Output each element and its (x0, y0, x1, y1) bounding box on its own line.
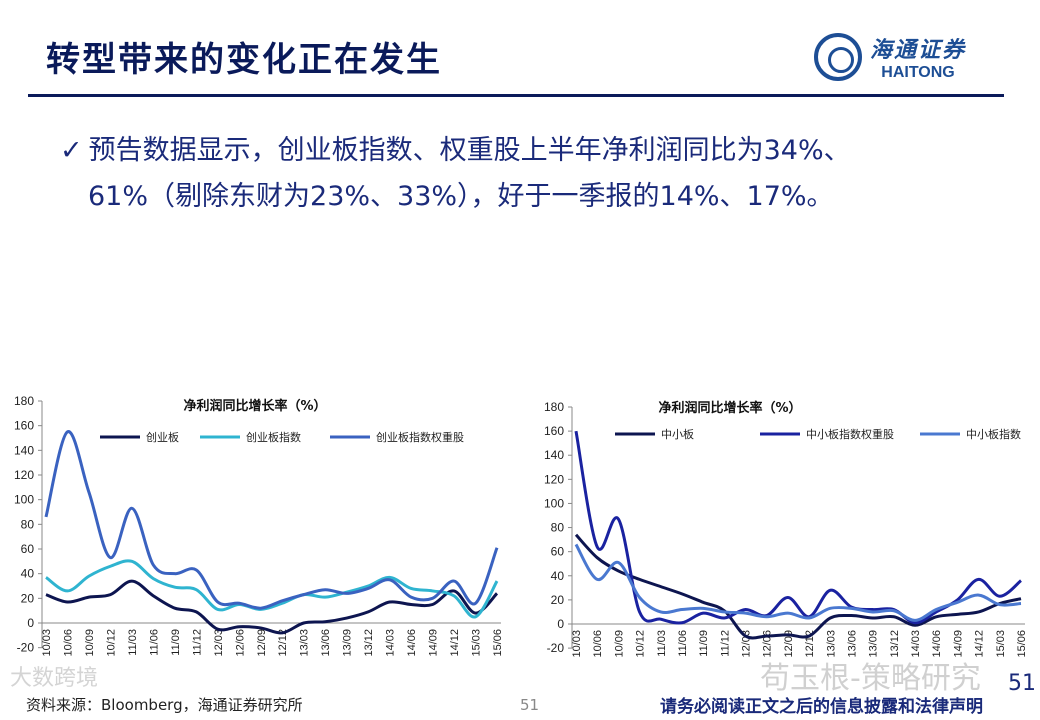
x-tick-label: 10/12 (105, 629, 117, 657)
x-tick-label: 13/12 (363, 629, 375, 657)
haitong-logo: 海通证券 HAITONG (814, 32, 966, 82)
y-tick-label: 0 (27, 616, 34, 630)
legend-label-2: 创业板指数权重股 (376, 430, 464, 444)
y-tick-label: 180 (544, 400, 564, 414)
series-line-0 (574, 533, 1022, 640)
legend-label-0: 中小板 (661, 427, 694, 441)
chart-title: 净利润同比增长率（%） (183, 398, 326, 414)
y-tick-label: 20 (21, 591, 35, 605)
x-tick-label: 10/03 (41, 629, 53, 657)
x-tick-label: 13/03 (825, 630, 837, 658)
x-tick-label: 10/12 (635, 630, 647, 658)
x-tick-label: 13/03 (299, 629, 311, 657)
series-line-1 (45, 559, 499, 619)
bullet-line-1: 预告数据显示，创业板指数、权重股上半年净利润同比为34%、 (88, 135, 851, 166)
series-line-2 (44, 430, 499, 610)
y-tick-label: 80 (21, 517, 35, 531)
y-tick-label: 60 (551, 545, 565, 559)
chart-title: 净利润同比增长率（%） (658, 400, 801, 416)
x-tick-label: 14/03 (910, 630, 922, 658)
page-number-2: 51 (1008, 671, 1036, 696)
y-tick-label: 140 (544, 448, 564, 462)
bullet-line-2: 61%（剔除东财为23%、33%），好于一季报的14%、17%。 (88, 181, 834, 212)
y-tick-label: 160 (14, 419, 34, 433)
x-tick-label: 15/03 (995, 630, 1007, 658)
x-tick-label: 11/06 (148, 629, 160, 656)
x-tick-label: 10/09 (84, 629, 96, 657)
logo-en: HAITONG (881, 64, 955, 81)
x-tick-label: 11/03 (127, 629, 139, 656)
x-tick-label: 13/09 (868, 630, 880, 658)
y-tick-label: 0 (557, 617, 564, 631)
check-icon: ✓ (60, 135, 83, 166)
x-tick-label: 13/09 (342, 629, 354, 657)
x-tick-label: 12/03 (213, 629, 225, 657)
y-tick-label: 100 (14, 493, 34, 507)
y-tick-label: -20 (17, 641, 35, 655)
x-tick-label: 14/06 (931, 630, 943, 658)
chart-chinext: -20 0 20 40 60 80 100 120 140 160 180 10/03 10/06 10/… (14, 394, 504, 657)
logo-cn: 海通证券 (870, 38, 967, 63)
watermark: 苟玉根-策略研究 (760, 661, 981, 696)
x-tick-label: 10/06 (592, 630, 604, 658)
y-tick-label: 40 (551, 569, 565, 583)
x-tick-label: 15/06 (492, 629, 504, 657)
y-tick-label: 160 (544, 424, 564, 438)
x-tick-label: 11/03 (656, 630, 668, 657)
x-tick-label: 11/09 (170, 629, 182, 656)
page-number: 51 (520, 696, 540, 714)
legend-label-0: 创业板 (146, 430, 179, 444)
page-title: 转型带来的变化正在发生 (46, 40, 442, 80)
x-tick-label: 12/09 (256, 629, 268, 657)
x-tick-label: 15/03 (471, 629, 483, 657)
x-tick-label: 12/09 (783, 630, 795, 658)
y-tick-label: 60 (21, 542, 35, 556)
source-note: 资料来源：Bloomberg，海通证券研究所 (26, 696, 303, 714)
x-tick-label: 11/12 (191, 629, 203, 656)
x-tick-label: 12/12 (277, 629, 289, 657)
y-tick-label: 120 (544, 472, 564, 486)
chart-sme: -20 0 20 40 60 80 100 120 140 160 180 10/03 10/06 10/… (544, 400, 1028, 658)
series-line-2 (574, 543, 1022, 622)
y-tick-label: -20 (547, 641, 565, 655)
haitong-logo-icon (814, 33, 862, 81)
series-line-1 (574, 430, 1022, 625)
title-divider (28, 94, 1004, 97)
x-tick-label: 13/06 (846, 630, 858, 658)
x-tick-label: 11/12 (719, 630, 731, 657)
bullet-text: ✓ 预告数据显示，创业板指数、权重股上半年净利润同比为34%、 61%（剔除东财为2… (60, 128, 1000, 220)
y-tick-label: 40 (21, 567, 35, 581)
x-tick-label: 14/09 (428, 629, 440, 657)
legend-label-1: 创业板指数 (246, 430, 301, 444)
legend-label-1: 中小板指数权重股 (806, 427, 894, 441)
x-tick-label: 11/06 (677, 630, 689, 657)
x-tick-label: 14/06 (406, 629, 418, 657)
disclaimer: 请务必阅读正文之后的信息披露和法律声明 (660, 697, 983, 717)
y-tick-label: 100 (544, 496, 564, 510)
y-tick-label: 120 (14, 468, 34, 482)
x-tick-label: 12/06 (234, 629, 246, 657)
y-tick-label: 20 (551, 593, 565, 607)
y-tick-label: 80 (551, 521, 565, 535)
watermark-2: 大数跨境 (10, 666, 99, 691)
y-tick-label: 180 (14, 394, 34, 408)
series-line-0 (45, 579, 499, 635)
y-tick-label: 140 (14, 443, 34, 457)
legend-label-2: 中小板指数 (966, 427, 1021, 441)
x-tick-label: 13/12 (889, 630, 901, 658)
x-tick-label: 15/06 (1016, 630, 1028, 658)
x-tick-label: 11/09 (698, 630, 710, 657)
x-tick-label: 10/09 (613, 630, 625, 658)
x-tick-label: 14/12 (974, 630, 986, 658)
x-tick-label: 14/12 (449, 629, 461, 657)
x-tick-label: 12/06 (762, 630, 774, 658)
x-tick-label: 10/03 (571, 630, 583, 658)
x-tick-label: 10/06 (62, 629, 74, 657)
x-tick-label: 13/06 (320, 629, 332, 657)
x-tick-label: 14/03 (385, 629, 397, 657)
x-tick-label: 14/09 (952, 630, 964, 658)
